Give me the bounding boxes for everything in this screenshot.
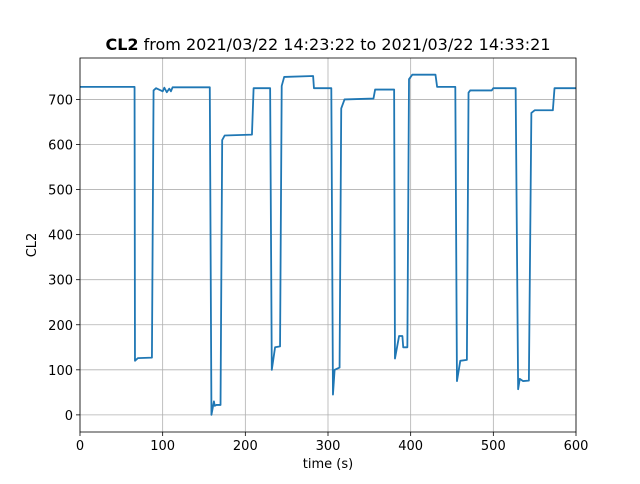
y-tick-label: 0 — [65, 409, 73, 424]
x-tick-label: 600 — [564, 439, 589, 454]
x-tick-label: 0 — [76, 439, 84, 454]
x-tick-label: 400 — [398, 439, 423, 454]
y-tick-label: 300 — [48, 274, 73, 289]
y-tick-label: 500 — [48, 184, 73, 199]
x-tick-label: 200 — [233, 439, 258, 454]
title-bold: CL2 — [105, 35, 138, 54]
y-tick-label: 100 — [48, 364, 73, 379]
plot-frame — [79, 57, 577, 433]
x-tick-label: 500 — [481, 439, 506, 454]
x-tick-label: 300 — [316, 439, 341, 454]
x-tick-label: 100 — [150, 439, 175, 454]
y-tick-label: 200 — [48, 319, 73, 334]
y-tick-label: 700 — [48, 93, 73, 108]
y-tick-label: 400 — [48, 229, 73, 244]
y-axis-label: CL2 — [25, 233, 40, 258]
y-tick-label: 600 — [48, 139, 73, 154]
data-line — [80, 73, 576, 416]
x-axis-label: time (s) — [303, 457, 353, 472]
title-text: from 2021/03/22 14:23:22 to 2021/03/22 1… — [144, 35, 551, 54]
chart-title: CL2 from 2021/03/22 14:23:22 to 2021/03/… — [105, 35, 550, 54]
